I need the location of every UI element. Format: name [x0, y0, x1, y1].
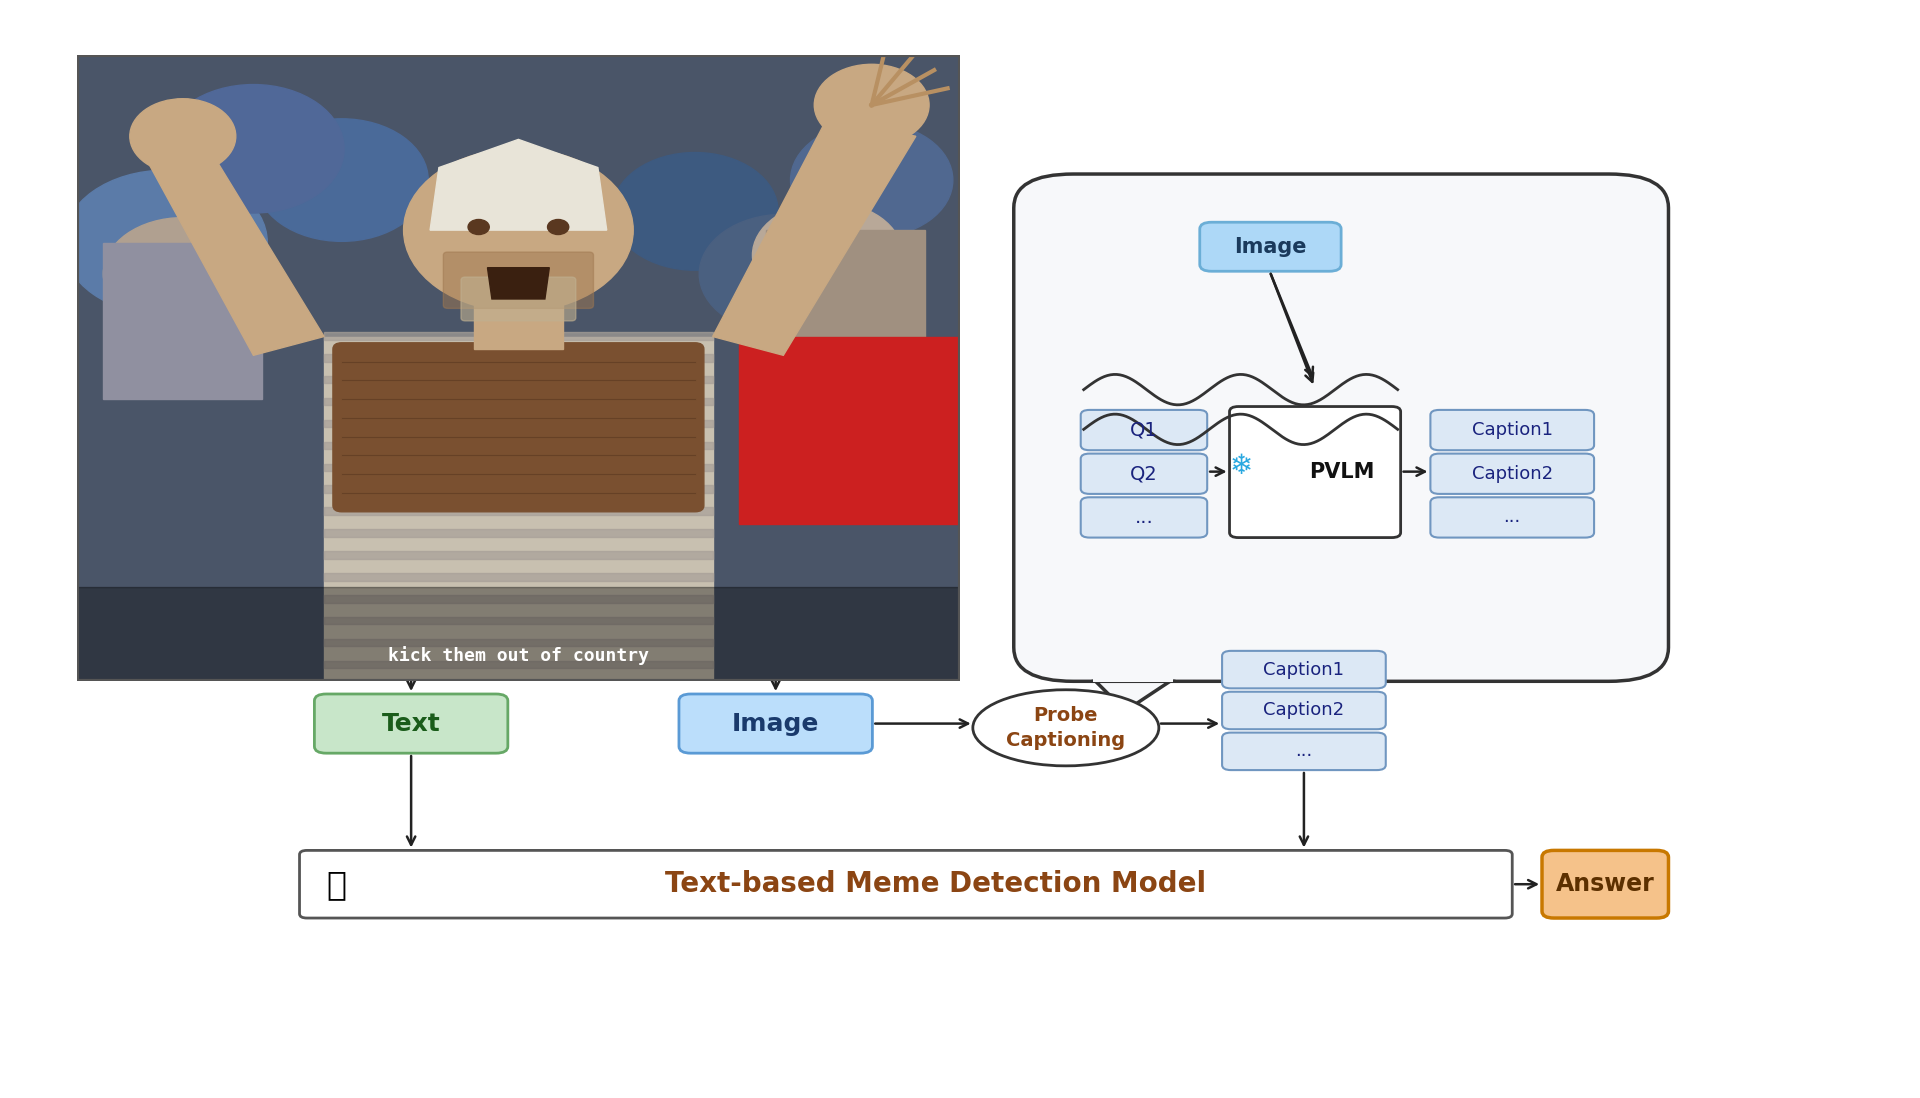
- Bar: [324, 463, 712, 471]
- Text: PVLM: PVLM: [1309, 462, 1375, 482]
- Bar: [324, 376, 712, 383]
- Bar: [324, 441, 712, 449]
- Circle shape: [71, 176, 259, 310]
- FancyBboxPatch shape: [1081, 410, 1208, 450]
- Circle shape: [584, 132, 806, 291]
- Bar: [324, 485, 712, 493]
- Bar: [324, 573, 712, 581]
- Polygon shape: [148, 149, 324, 356]
- FancyBboxPatch shape: [1229, 406, 1402, 538]
- FancyBboxPatch shape: [1542, 850, 1668, 918]
- Text: Caption1: Caption1: [1263, 661, 1344, 679]
- Text: Caption2: Caption2: [1471, 464, 1553, 483]
- Bar: [324, 507, 712, 515]
- Bar: [766, 231, 925, 368]
- Circle shape: [468, 220, 490, 235]
- Circle shape: [104, 217, 263, 330]
- Circle shape: [131, 99, 236, 173]
- Text: ...: ...: [1296, 742, 1313, 760]
- FancyBboxPatch shape: [1430, 453, 1594, 494]
- FancyBboxPatch shape: [1221, 692, 1386, 729]
- Bar: [324, 397, 712, 405]
- FancyBboxPatch shape: [1014, 173, 1668, 681]
- Text: Caption2: Caption2: [1263, 702, 1344, 719]
- Circle shape: [814, 65, 929, 146]
- Bar: [324, 551, 712, 559]
- Polygon shape: [712, 117, 916, 356]
- FancyBboxPatch shape: [1430, 497, 1594, 538]
- Text: ...: ...: [1135, 508, 1154, 527]
- Circle shape: [753, 202, 902, 309]
- Text: kick them out of country: kick them out of country: [388, 647, 649, 665]
- Bar: [324, 617, 712, 625]
- Polygon shape: [430, 139, 607, 231]
- FancyBboxPatch shape: [1430, 410, 1594, 450]
- Circle shape: [131, 61, 376, 236]
- FancyBboxPatch shape: [444, 253, 593, 309]
- Text: ...: ...: [1503, 508, 1521, 526]
- FancyBboxPatch shape: [1081, 497, 1208, 538]
- Text: Image: Image: [732, 712, 820, 736]
- Polygon shape: [1092, 677, 1173, 682]
- Bar: [324, 661, 712, 669]
- Text: Q1: Q1: [1131, 421, 1158, 439]
- Text: Probe
Captioning: Probe Captioning: [1006, 706, 1125, 750]
- Text: ❄: ❄: [1231, 451, 1254, 480]
- FancyBboxPatch shape: [1221, 651, 1386, 688]
- FancyBboxPatch shape: [1200, 222, 1340, 271]
- Circle shape: [225, 97, 459, 264]
- FancyBboxPatch shape: [680, 694, 872, 753]
- FancyBboxPatch shape: [300, 850, 1513, 918]
- Bar: [324, 595, 712, 603]
- FancyBboxPatch shape: [1081, 453, 1208, 494]
- Text: Answer: Answer: [1555, 872, 1655, 896]
- Bar: [474, 274, 563, 349]
- Text: Text: Text: [382, 712, 440, 736]
- Bar: [104, 243, 263, 400]
- FancyBboxPatch shape: [461, 277, 576, 321]
- FancyBboxPatch shape: [332, 343, 705, 512]
- Bar: [324, 333, 712, 339]
- Circle shape: [789, 122, 954, 238]
- Circle shape: [426, 177, 611, 309]
- Bar: [739, 336, 960, 525]
- Text: Image: Image: [1235, 237, 1308, 257]
- Circle shape: [547, 220, 568, 235]
- Bar: [77, 586, 960, 681]
- Text: Q2: Q2: [1131, 464, 1158, 483]
- Text: Text-based Meme Detection Model: Text-based Meme Detection Model: [664, 871, 1206, 898]
- Circle shape: [403, 149, 634, 312]
- Ellipse shape: [973, 690, 1160, 766]
- Text: 🔥: 🔥: [326, 867, 348, 900]
- Text: Caption1: Caption1: [1473, 421, 1553, 439]
- Polygon shape: [488, 268, 549, 299]
- Bar: [324, 639, 712, 647]
- FancyBboxPatch shape: [315, 694, 507, 753]
- Bar: [324, 529, 712, 537]
- Bar: [324, 354, 712, 361]
- Polygon shape: [1096, 681, 1169, 710]
- Circle shape: [707, 220, 860, 328]
- Bar: [324, 419, 712, 427]
- FancyBboxPatch shape: [1221, 732, 1386, 770]
- Bar: [324, 336, 712, 681]
